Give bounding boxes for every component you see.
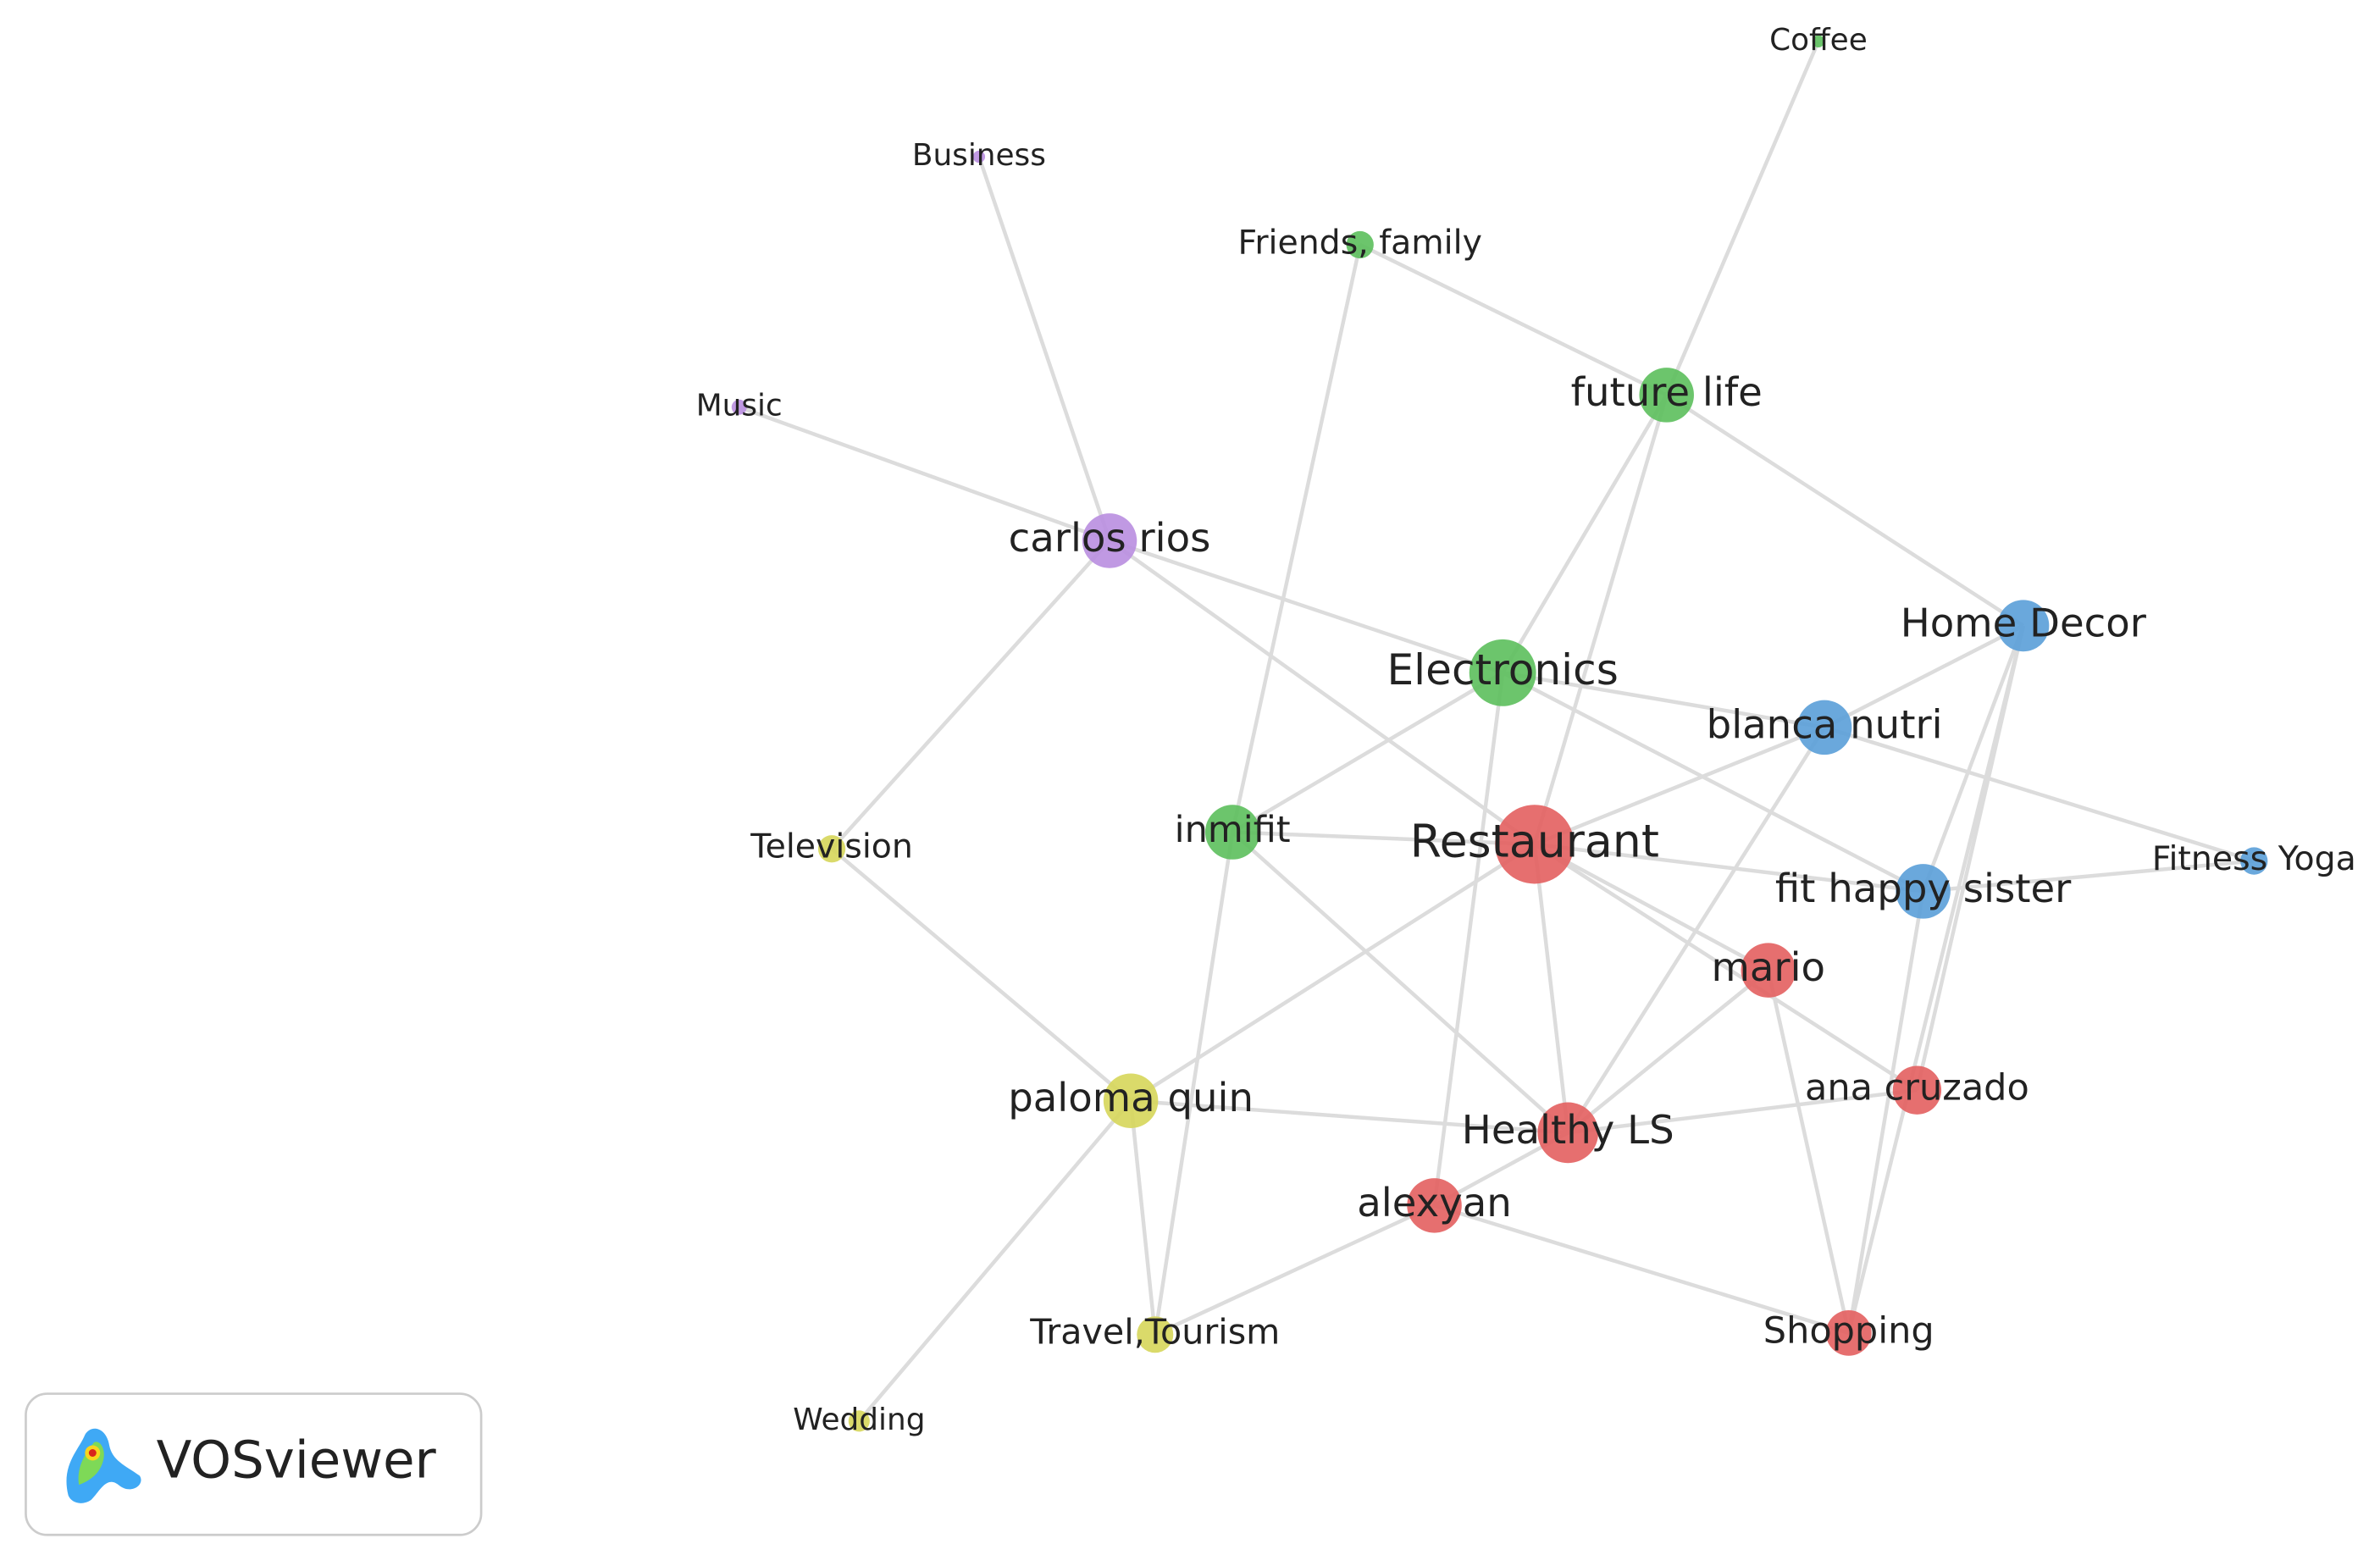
node — [1346, 230, 1374, 259]
edge — [1824, 725, 2255, 863]
node — [1537, 1102, 1599, 1164]
node-label: alexyan — [1357, 1180, 1512, 1226]
node-label: Television — [750, 827, 913, 866]
edge — [1923, 859, 2255, 894]
node-label: paloma quin — [1008, 1075, 1254, 1121]
edge — [1130, 1098, 1569, 1135]
node — [2240, 847, 2268, 875]
node-label: blanca nutri — [1707, 701, 1943, 747]
edge — [1824, 623, 2024, 729]
nodes — [731, 35, 2268, 1432]
node-label: mario — [1712, 944, 1826, 990]
node-label: Shopping — [1763, 1309, 1934, 1352]
node-label: Travel,Tourism — [1029, 1312, 1280, 1353]
node — [848, 1410, 870, 1432]
edge — [1915, 625, 2026, 1091]
edge — [830, 847, 1132, 1103]
node-label: carlos rios — [1009, 515, 1211, 561]
edge — [1154, 1204, 1436, 1336]
edge — [1846, 891, 1925, 1334]
edge — [1664, 40, 1820, 396]
node-label: ana cruzado — [1805, 1067, 2029, 1110]
node-label: inmifit — [1175, 809, 1291, 851]
node — [1825, 1310, 1872, 1356]
edge — [1129, 842, 1536, 1103]
node — [817, 835, 846, 863]
node — [1812, 35, 1825, 48]
node — [1892, 1065, 1942, 1115]
edge — [1921, 625, 2025, 893]
edge — [1532, 394, 1669, 845]
edge — [1359, 242, 1668, 397]
node-label: Business — [912, 138, 1046, 173]
logo-box: VOSviewer — [25, 1392, 483, 1536]
node-label: Electronics — [1386, 645, 1618, 694]
edge — [1533, 842, 1918, 1093]
edge — [1501, 394, 1669, 674]
node — [1896, 864, 1951, 919]
logo-icon — [66, 1428, 141, 1503]
node — [1741, 943, 1796, 998]
node-label: Wedding — [793, 1403, 925, 1437]
node-label: future life — [1571, 369, 1763, 415]
edge — [857, 1099, 1132, 1423]
node — [1469, 639, 1536, 706]
edge — [1566, 968, 1770, 1135]
edge — [1230, 244, 1362, 833]
edge — [1533, 842, 1769, 972]
edge — [830, 539, 1111, 850]
node-label: Home Decor — [1901, 600, 2147, 645]
node — [1407, 1178, 1462, 1233]
logo-text: VOSviewer — [157, 1430, 437, 1491]
node-label: Music — [696, 389, 783, 423]
node — [1137, 1316, 1174, 1353]
edge — [1534, 842, 1923, 894]
edges — [738, 40, 2255, 1423]
edge — [1502, 671, 1924, 894]
node-label: Friends, family — [1238, 223, 1482, 262]
node — [1796, 700, 1852, 755]
node-label: Coffee — [1769, 23, 1868, 58]
edge — [738, 405, 1110, 543]
edge — [1766, 970, 1851, 1334]
node — [1495, 805, 1575, 884]
edge — [1532, 844, 1570, 1133]
edge — [1109, 539, 1503, 675]
edge — [1432, 672, 1505, 1206]
edge — [1846, 625, 2026, 1334]
labels: Coffee Business Friends, family Music future… — [696, 23, 2356, 1437]
logo-frame — [25, 1392, 483, 1536]
edge — [1433, 1204, 1850, 1336]
node — [731, 399, 747, 415]
node — [1103, 1073, 1159, 1128]
node — [972, 150, 986, 163]
edge — [1567, 1087, 1918, 1135]
edge — [977, 156, 1112, 542]
node-label: Fitness Yoga — [2152, 839, 2356, 878]
node — [1997, 600, 2050, 652]
node — [1082, 513, 1137, 568]
edge — [1533, 725, 1825, 846]
node — [1639, 368, 1694, 423]
node-label: fit happy sister — [1775, 866, 2072, 911]
edge — [1108, 539, 1536, 846]
edge — [1232, 830, 1535, 847]
edge — [1128, 1100, 1158, 1335]
edge — [1153, 832, 1235, 1336]
node-label: Restaurant — [1410, 814, 1659, 867]
edge — [1502, 671, 1825, 730]
edge — [1665, 393, 2025, 628]
edge — [1231, 830, 1569, 1135]
node-label: Healthy LS — [1462, 1107, 1674, 1153]
edge — [1232, 671, 1504, 834]
node — [1204, 805, 1260, 860]
